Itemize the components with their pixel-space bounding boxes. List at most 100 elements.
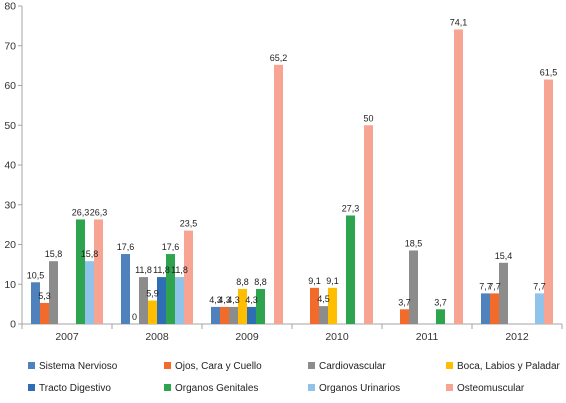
data-label: 3,7: [398, 297, 411, 307]
chart-legend: Sistema Nervioso Ojos, Cara y Cuello Cardi…: [28, 361, 561, 394]
legend-label: Tracto Digestivo: [39, 383, 111, 394]
legend-label: Organos Urinarios: [319, 383, 400, 394]
bar: [166, 254, 175, 324]
legend-label: Ojos, Cara y Cuello: [175, 361, 262, 372]
bar: [481, 293, 490, 324]
y-tick-label: 80: [4, 1, 16, 13]
data-label: 11,8: [153, 265, 170, 275]
bar: [454, 29, 463, 324]
bar: [310, 287, 319, 324]
data-label: 26,3: [72, 207, 90, 217]
data-label: 74,1: [450, 17, 468, 27]
legend-swatch: [28, 362, 35, 369]
data-label: 7,7: [488, 281, 501, 291]
bar: [328, 287, 337, 324]
data-label: 65,2: [270, 53, 288, 63]
legend-swatch: [446, 362, 453, 369]
legend-label: Sistema Nervioso: [39, 361, 118, 372]
y-tick-label: 60: [4, 80, 16, 92]
bar: [49, 261, 58, 324]
x-tick-label: 2009: [235, 331, 259, 343]
bar: [76, 219, 85, 324]
data-label: 4,3: [245, 295, 258, 305]
bar: [220, 306, 229, 324]
bar: [499, 262, 508, 324]
data-label: 61,5: [540, 68, 558, 78]
data-label: 9,1: [326, 276, 339, 286]
data-label: 17,6: [117, 242, 135, 252]
legend-label: Osteomuscular: [457, 383, 525, 394]
data-label: 3,7: [434, 297, 447, 307]
data-label: 10,5: [27, 270, 45, 280]
bar: [247, 306, 256, 324]
y-tick-label: 30: [4, 199, 16, 211]
legend-swatch: [308, 384, 315, 391]
data-label: 11,8: [135, 265, 152, 275]
bar: [274, 64, 283, 324]
chart-bars: [31, 29, 553, 324]
y-tick-label: 20: [4, 239, 16, 251]
bar: [175, 277, 184, 324]
bar: [544, 79, 553, 324]
data-label: 50: [363, 113, 373, 123]
bar: [400, 309, 409, 324]
bar: [490, 293, 499, 324]
data-label: 26,3: [90, 207, 108, 217]
x-tick-label: 2007: [55, 331, 79, 343]
data-label: 11,8: [171, 265, 188, 275]
bar: [229, 306, 238, 324]
data-label: 0: [132, 312, 137, 322]
data-label: 7,7: [533, 281, 546, 291]
bar: [94, 219, 103, 324]
y-tick-label: 0: [10, 319, 16, 331]
data-label: 8,8: [236, 277, 249, 287]
data-label: 4,3: [218, 295, 231, 305]
y-tick-label: 50: [4, 120, 16, 132]
legend-swatch: [446, 384, 453, 391]
x-tick-label: 2012: [505, 331, 529, 343]
bar: [346, 215, 355, 324]
bar: [121, 254, 130, 324]
x-tick-label: 2011: [416, 331, 439, 343]
x-tick-label: 2008: [145, 331, 169, 343]
y-tick-label: 70: [4, 40, 16, 52]
bar: [148, 300, 157, 324]
legend-swatch: [28, 384, 35, 391]
chart-axes: 0 10 20 30 40 50 60 70 80 2007 2008 2009 2010 2011 201…: [4, 1, 563, 343]
data-label: 17,6: [162, 242, 180, 252]
bar: [238, 289, 247, 324]
bar: [436, 309, 445, 324]
legend-label: Cardiovascular: [319, 361, 386, 372]
data-label: 15,8: [45, 249, 63, 259]
bar: [319, 306, 328, 324]
data-label: 7,7: [479, 281, 492, 291]
legend-label: Organos Genitales: [175, 383, 258, 394]
legend-swatch: [308, 362, 315, 369]
legend-swatch: [164, 384, 171, 391]
data-label: 9,1: [308, 276, 321, 286]
y-tick-label: 10: [4, 279, 16, 291]
data-label: 18,5: [405, 238, 423, 248]
bar: [139, 277, 148, 324]
data-label: 8,8: [254, 277, 267, 287]
bar: [31, 282, 40, 324]
bar: [409, 250, 418, 324]
data-label: 23,5: [180, 219, 198, 229]
bar: [364, 125, 373, 324]
bar: [211, 306, 220, 324]
data-label: 5,3: [38, 291, 51, 301]
bar: [85, 261, 94, 324]
bar: [256, 289, 265, 324]
bar: [40, 302, 49, 324]
legend-label: Boca, Labios y Paladar: [457, 361, 561, 372]
chart-data-labels: 10,5 17,6 4,3 7,7 5,3 0 4,3 9,1 3,7 7,7 15,8 11,8 4,…: [27, 17, 558, 322]
y-tick-label: 40: [4, 160, 16, 172]
legend-swatch: [164, 362, 171, 369]
data-label: 4,3: [209, 295, 222, 305]
data-label: 27,3: [342, 203, 360, 213]
bar: [157, 277, 166, 324]
data-label: 5,9: [146, 289, 159, 299]
x-tick-label: 2010: [325, 331, 349, 343]
bar: [184, 230, 193, 324]
